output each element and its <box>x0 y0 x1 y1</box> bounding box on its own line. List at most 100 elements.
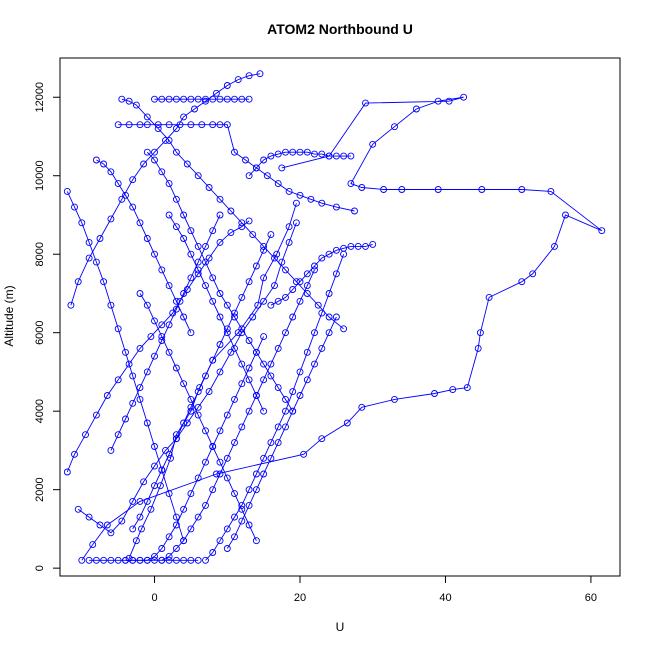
data-point <box>267 439 275 447</box>
data-point <box>180 313 188 321</box>
data-point <box>158 556 166 564</box>
data-series <box>267 240 377 309</box>
data-point <box>296 278 304 286</box>
data-point <box>245 95 253 103</box>
data-point <box>245 486 253 494</box>
data-series <box>223 313 340 552</box>
data-point <box>129 372 137 380</box>
data-point <box>180 537 188 545</box>
data-point <box>340 244 348 252</box>
data-point <box>223 301 231 309</box>
data-point <box>231 395 238 403</box>
data-point <box>158 321 166 329</box>
series-line <box>66 220 250 473</box>
data-point <box>176 121 184 129</box>
data-point <box>398 186 406 193</box>
data-point <box>136 497 144 505</box>
data-point <box>140 478 148 486</box>
data-point <box>165 95 173 103</box>
data-point <box>122 348 129 356</box>
data-point <box>256 70 264 78</box>
series-line <box>77 222 297 534</box>
series-line <box>248 151 351 177</box>
data-point <box>307 195 315 203</box>
data-point <box>263 172 271 180</box>
data-point <box>209 95 217 103</box>
data-series <box>63 187 188 545</box>
y-tick-label: 10000 <box>34 160 46 191</box>
data-point <box>187 403 195 411</box>
data-point <box>151 556 158 564</box>
data-point <box>140 160 148 168</box>
data-point <box>202 458 209 466</box>
data-series <box>85 556 202 564</box>
data-point <box>296 191 304 199</box>
data-point <box>271 282 278 290</box>
data-point <box>282 266 289 274</box>
data-point <box>252 537 260 545</box>
y-axis-label: Altitude (m) <box>2 285 16 346</box>
data-point <box>267 301 275 309</box>
data-point <box>202 427 209 435</box>
data-point <box>529 270 537 278</box>
data-point <box>136 395 144 403</box>
data-series <box>245 148 355 180</box>
data-point <box>274 384 282 392</box>
data-point <box>292 219 300 227</box>
data-point <box>187 329 195 337</box>
data-series <box>118 95 348 333</box>
data-point <box>551 242 558 250</box>
data-point <box>209 121 217 129</box>
data-point <box>267 360 275 368</box>
data-point <box>180 505 188 513</box>
data-point <box>282 395 289 403</box>
data-point <box>245 521 253 529</box>
data-point <box>209 549 217 556</box>
data-point <box>96 235 104 242</box>
data-series <box>74 219 300 537</box>
x-tick-label: 60 <box>585 592 597 604</box>
data-point <box>151 482 158 490</box>
data-point <box>143 368 151 376</box>
data-point <box>151 462 158 470</box>
data-point <box>114 556 122 564</box>
data-point <box>445 97 453 105</box>
data-point <box>165 533 173 541</box>
series-line <box>66 191 185 541</box>
data-point <box>332 246 340 254</box>
data-point <box>118 95 126 103</box>
data-point <box>122 415 129 423</box>
data-point <box>303 290 311 297</box>
data-point <box>71 450 78 458</box>
data-point <box>476 329 484 337</box>
data-point <box>273 250 281 258</box>
data-point <box>412 105 420 113</box>
data-point <box>78 556 86 564</box>
data-point <box>391 395 398 403</box>
data-point <box>358 184 366 191</box>
data-point <box>303 148 311 156</box>
data-point <box>238 380 246 388</box>
data-point <box>223 121 231 129</box>
series-line <box>128 203 297 559</box>
data-point <box>107 168 115 176</box>
data-point <box>196 384 204 392</box>
y-tick-label: 4000 <box>34 399 46 423</box>
data-point <box>296 392 304 399</box>
data-point <box>231 533 238 541</box>
data-point <box>260 246 268 254</box>
data-point <box>209 486 217 494</box>
data-point <box>485 293 493 301</box>
y-tick-label: 6000 <box>34 320 46 344</box>
data-point <box>274 297 282 305</box>
data-point <box>296 297 304 305</box>
data-point <box>216 121 224 129</box>
data-point <box>223 454 231 462</box>
data-point <box>191 105 198 113</box>
data-point <box>369 140 377 148</box>
data-point <box>245 72 253 80</box>
data-point <box>165 348 173 356</box>
data-series <box>114 121 358 215</box>
data-point <box>325 313 333 321</box>
data-point <box>289 148 297 156</box>
